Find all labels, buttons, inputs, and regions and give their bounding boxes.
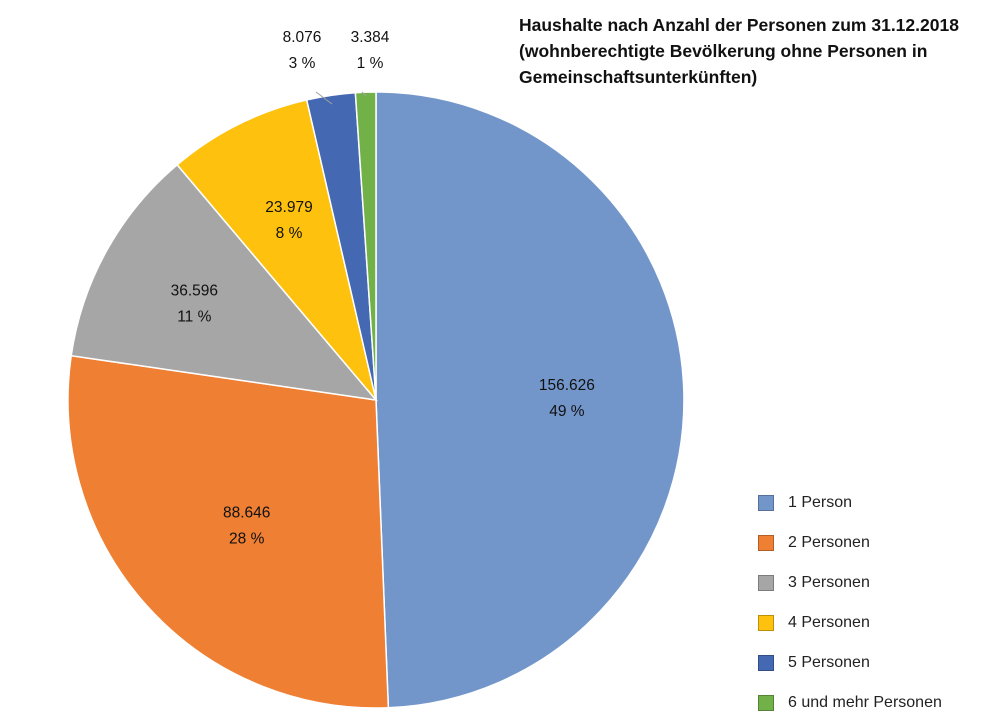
data-label-value-6-und-mehr-personen: 3.384 — [351, 29, 390, 46]
pie-slice-2-personen — [67, 354, 390, 709]
legend-item-6-und-mehr-personen: 6 und mehr Personen — [758, 683, 942, 723]
pie-slice-1-person — [375, 91, 685, 709]
legend-label-2-personen: 2 Personen — [788, 534, 870, 551]
leader-line-5-personen — [315, 91, 333, 105]
data-label-percent-2-personen: 28 % — [229, 531, 265, 548]
legend-swatch-5-personen — [758, 655, 774, 671]
legend: 1 Person 2 Personen 3 Personen 4 Persone… — [758, 483, 942, 723]
legend-item-3-personen: 3 Personen — [758, 563, 942, 603]
legend-label-4-personen: 4 Personen — [788, 614, 870, 631]
chart-title: Haushalte nach Anzahl der Personen zum 3… — [519, 12, 989, 90]
data-label-percent-3-personen: 11 % — [177, 308, 211, 325]
legend-label-3-personen: 3 Personen — [788, 574, 870, 591]
data-label-percent-1-person: 49 % — [549, 403, 585, 420]
legend-label-6-und-mehr-personen: 6 und mehr Personen — [788, 694, 942, 711]
pie-slice-4-personen — [176, 99, 377, 401]
legend-swatch-6-und-mehr-personen — [758, 695, 774, 711]
chart-title-line-1: Haushalte nach Anzahl der Personen zum 3… — [519, 15, 959, 35]
legend-swatch-4-personen — [758, 615, 774, 631]
chart-title-line-3: Gemeinschaftsunterkünften) — [519, 67, 758, 87]
legend-item-5-personen: 5 Personen — [758, 643, 942, 683]
leader-line-6-und-mehr-personen — [361, 91, 367, 97]
data-label-value-1-person: 156.626 — [539, 377, 595, 394]
data-label-value-3-personen: 36.596 — [171, 282, 218, 299]
legend-item-4-personen: 4 Personen — [758, 603, 942, 643]
pie-slice-3-personen — [70, 163, 378, 402]
legend-swatch-1-person — [758, 495, 774, 511]
data-label-value-2-personen: 88.646 — [223, 505, 270, 522]
legend-swatch-3-personen — [758, 575, 774, 591]
legend-label-1-person: 1 Person — [788, 494, 853, 511]
data-label-value-4-personen: 23.979 — [265, 199, 312, 216]
chart-title-line-2: (wohnberechtigte Bevölkerung ohne Person… — [519, 41, 928, 61]
pie-slice-6-und-mehr-personen — [354, 91, 377, 401]
legend-item-1-person: 1 Person — [758, 483, 942, 523]
legend-item-2-personen: 2 Personen — [758, 523, 942, 563]
legend-label-5-personen: 5 Personen — [788, 654, 870, 671]
data-label-percent-4-personen: 8 % — [276, 225, 303, 242]
data-label-percent-6-und-mehr-personen: 1 % — [357, 55, 384, 72]
data-label-value-5-personen: 8.076 — [283, 29, 322, 46]
legend-swatch-2-personen — [758, 535, 774, 551]
data-label-percent-5-personen: 3 % — [289, 55, 316, 72]
